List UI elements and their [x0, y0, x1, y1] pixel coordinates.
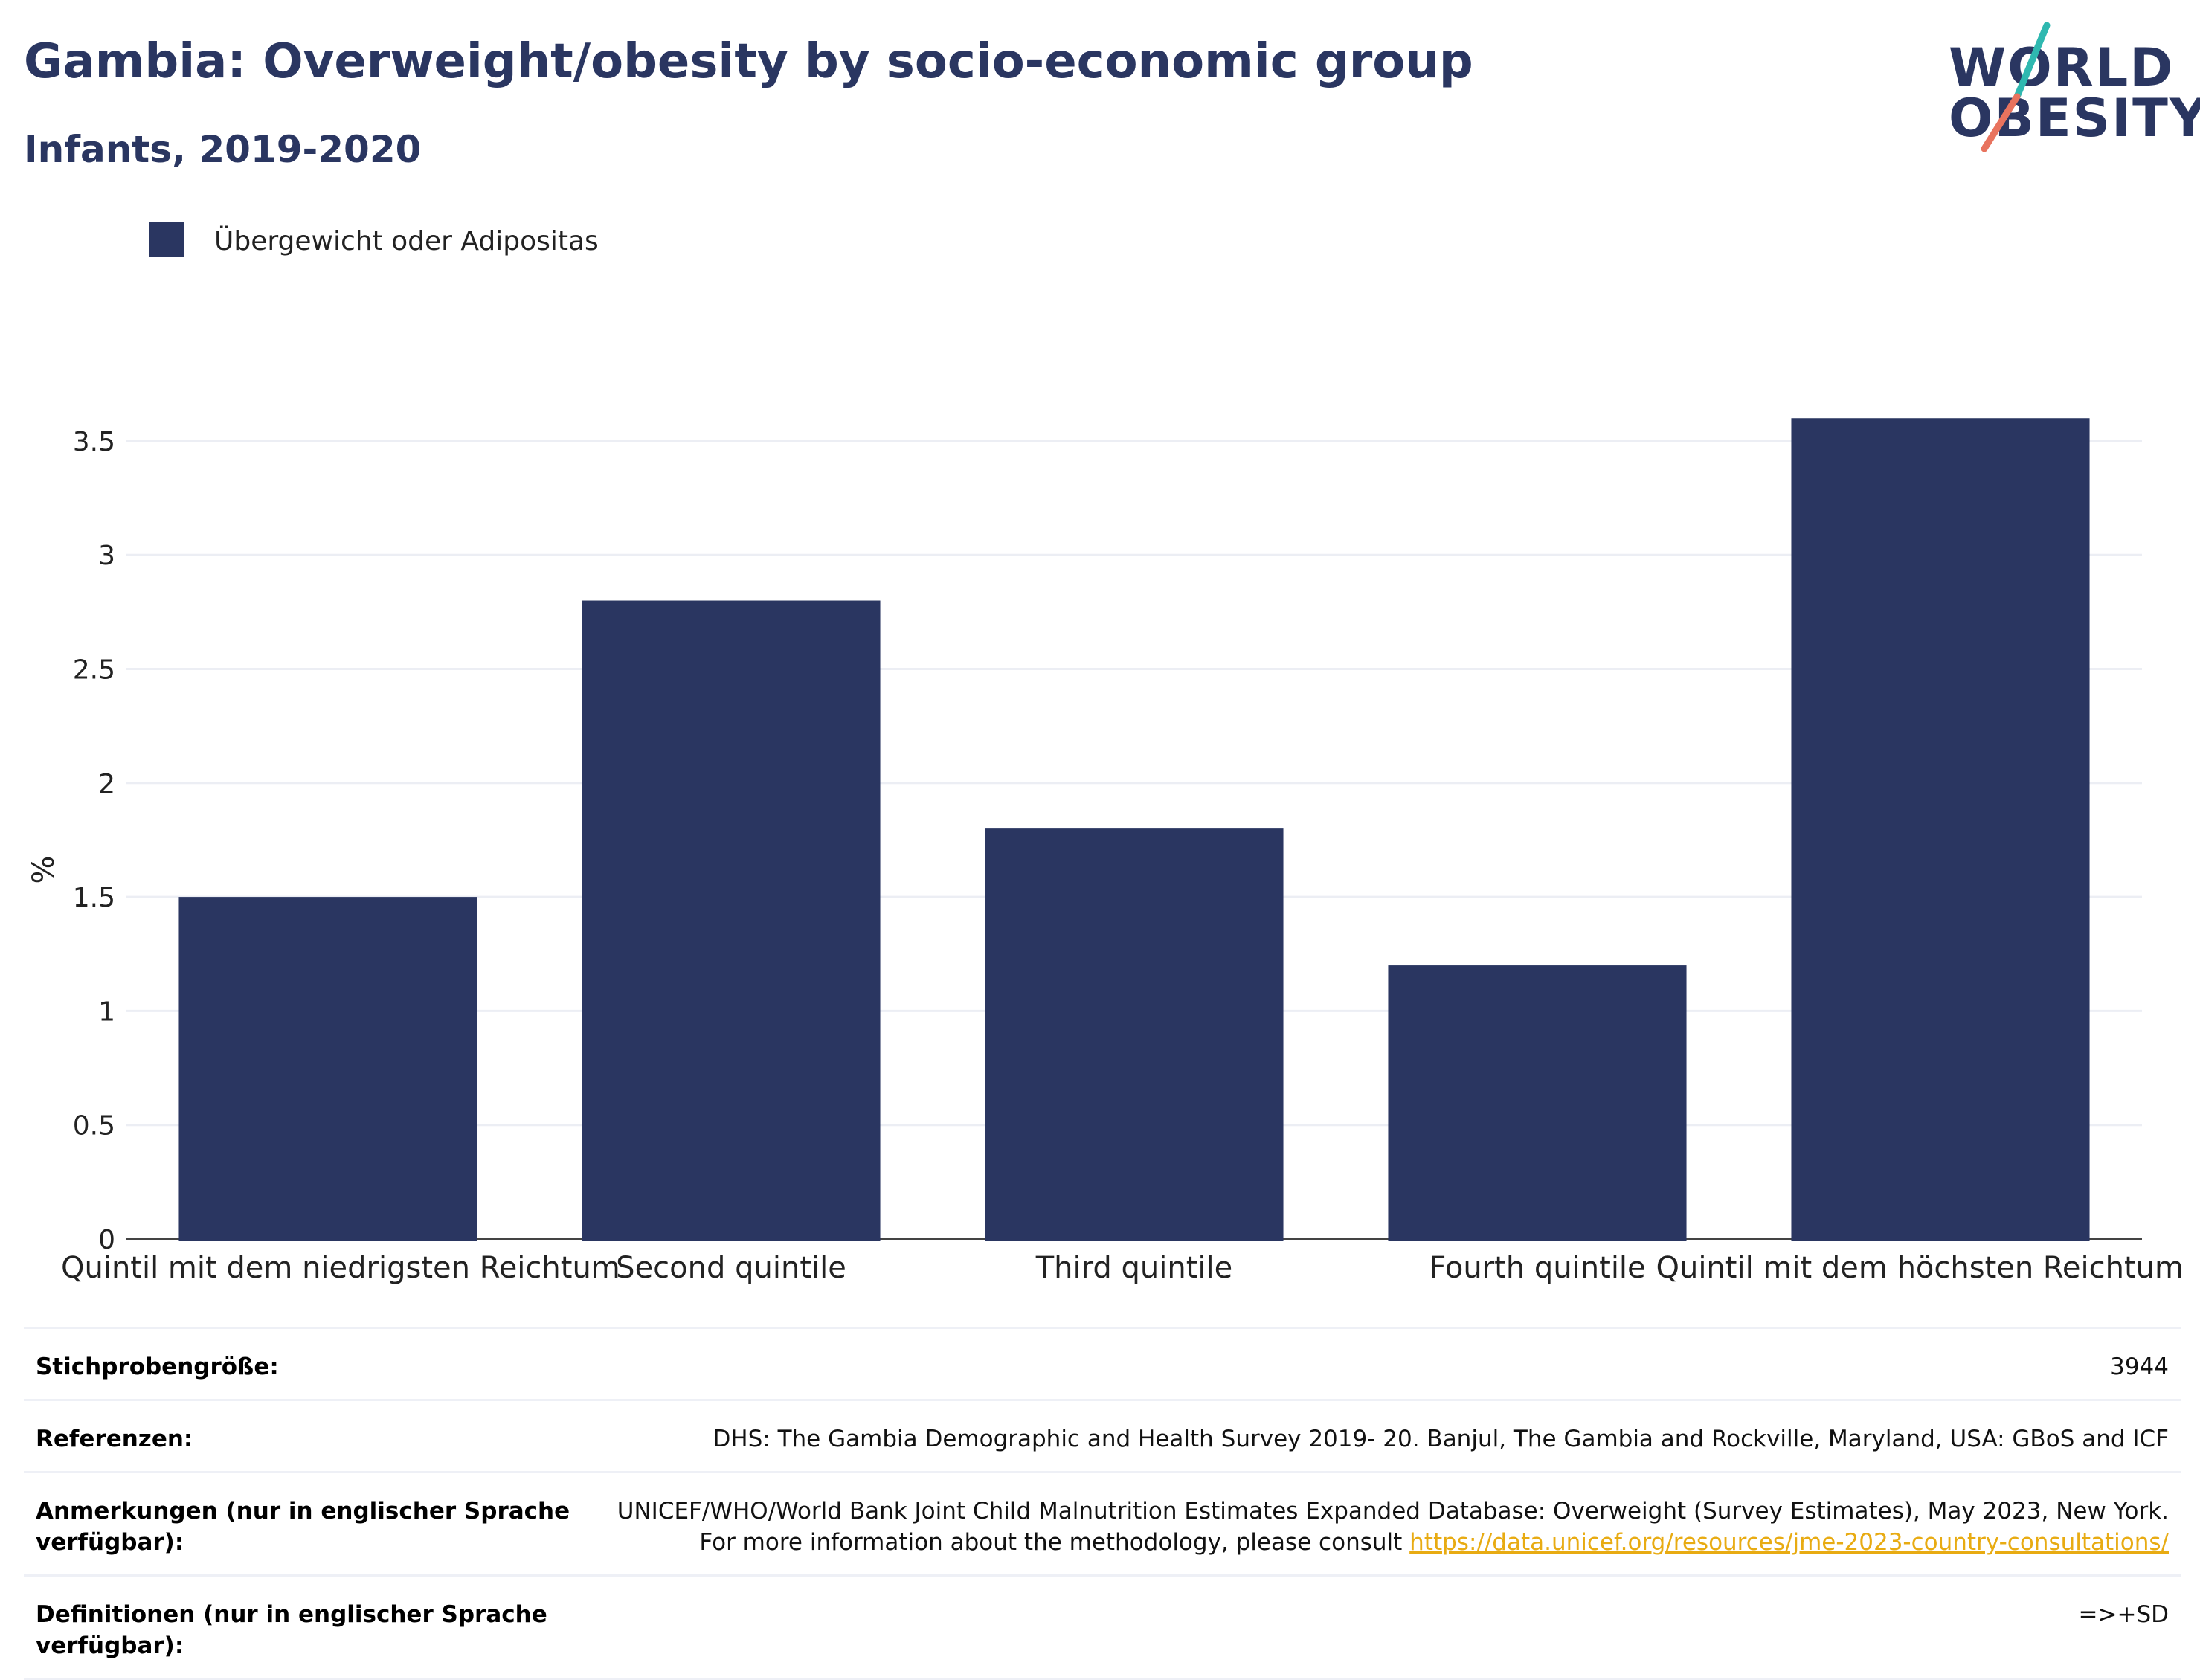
- logo-text-world: WORLD: [1949, 37, 2175, 98]
- x-tick-label: Third quintile: [1035, 1251, 1232, 1285]
- definitions-row: Definitionen (nur in englischer Sprache …: [24, 1574, 2181, 1680]
- bar: [985, 828, 1284, 1241]
- x-tick-label: Fourth quintile: [1429, 1251, 1645, 1285]
- world-obesity-logo: WORLD OBESITY: [1934, 22, 2200, 156]
- y-tick-label: 0.5: [73, 1111, 115, 1142]
- bar-chart: Übergewicht oder Adipositas 0 0.5 1 1.5 2 2.5…: [27, 222, 2184, 1285]
- references-label: Referenzen:: [36, 1426, 193, 1452]
- sample-size-row: Stichprobengröße: 3944: [24, 1327, 2181, 1399]
- y-axis-label: %: [27, 855, 61, 884]
- y-tick-label: 0: [98, 1225, 115, 1255]
- bar: [178, 897, 477, 1241]
- sample-size-value: 3944: [2110, 1354, 2169, 1380]
- definitions-value: =>+SD: [2078, 1601, 2169, 1628]
- x-tick-label: Quintil mit dem höchsten Reichtum: [1656, 1251, 2184, 1285]
- y-axis-ticks: 0 0.5 1 1.5 2 2.5 3 3.5: [73, 427, 115, 1255]
- bars: [178, 418, 2090, 1241]
- y-tick-label: 3.5: [73, 427, 115, 457]
- notes-link[interactable]: https://data.unicef.org/resources/jme-20…: [1409, 1529, 2169, 1556]
- references-value: DHS: The Gambia Demographic and Health S…: [713, 1426, 2169, 1452]
- legend-swatch: [149, 222, 184, 257]
- legend: Übergewicht oder Adipositas: [149, 222, 599, 257]
- notes-value: UNICEF/WHO/World Bank Joint Child Malnut…: [617, 1498, 2169, 1556]
- bar: [1388, 965, 1687, 1241]
- chart-title: Gambia: Overweight/obesity by socio-econ…: [24, 34, 1473, 89]
- logo-slash-icon: [1981, 22, 2051, 152]
- metadata-table: Stichprobengröße: 3944 Referenzen: DHS: …: [24, 1327, 2181, 1680]
- y-tick-label: 1.5: [73, 883, 115, 913]
- x-axis-ticks: Quintil mit dem niedrigsten ReichtumSeco…: [61, 1251, 2184, 1285]
- x-tick-label: Quintil mit dem niedrigsten Reichtum: [61, 1251, 620, 1285]
- notes-row: Anmerkungen (nur in englischer Sprache v…: [24, 1471, 2181, 1574]
- chart-subtitle: Infants, 2019-2020: [24, 128, 422, 171]
- notes-value-container: UNICEF/WHO/World Bank Joint Child Malnut…: [607, 1496, 2169, 1558]
- bar: [582, 600, 881, 1241]
- y-tick-label: 2.5: [73, 655, 115, 686]
- y-tick-label: 1: [98, 997, 115, 1027]
- sample-size-label: Stichprobengröße:: [36, 1354, 279, 1380]
- y-tick-label: 2: [98, 769, 115, 799]
- notes-label: Anmerkungen (nur in englischer Sprache v…: [36, 1498, 570, 1556]
- bar: [1791, 418, 2090, 1241]
- y-tick-label: 3: [98, 541, 115, 571]
- definitions-label: Definitionen (nur in englischer Sprache …: [36, 1601, 547, 1659]
- x-tick-label: Second quintile: [616, 1251, 846, 1285]
- references-row: Referenzen: DHS: The Gambia Demographic …: [24, 1399, 2181, 1471]
- legend-label: Übergewicht oder Adipositas: [214, 225, 599, 257]
